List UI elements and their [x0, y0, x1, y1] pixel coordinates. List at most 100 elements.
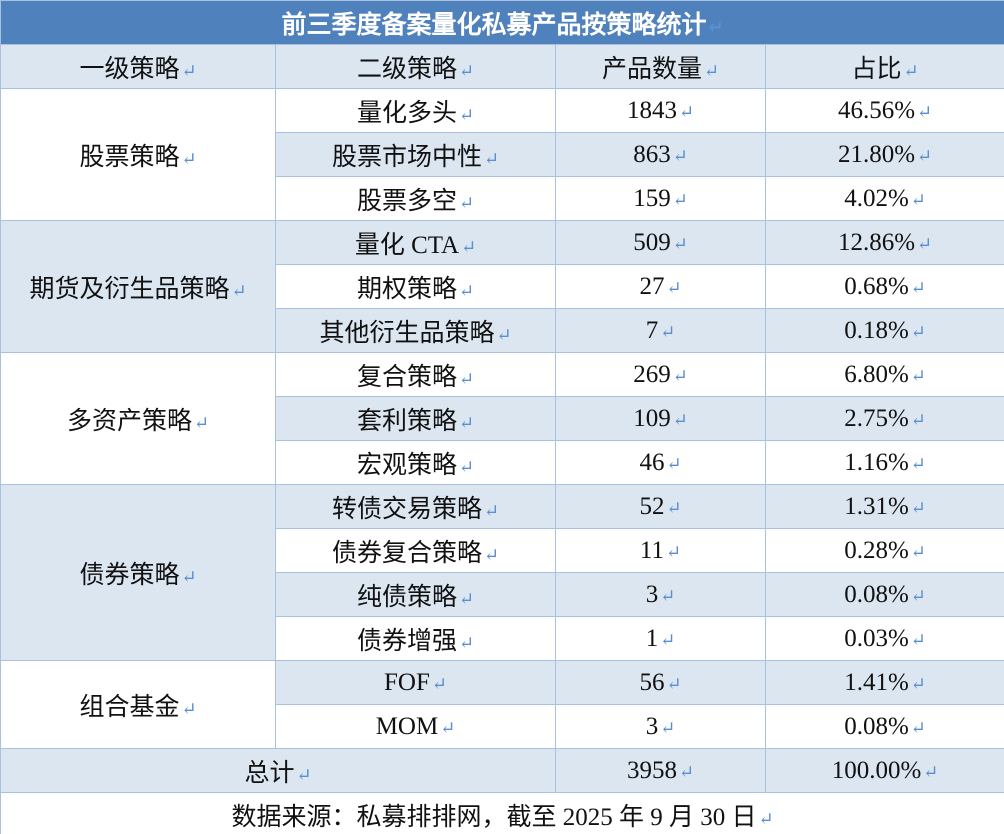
- share-cell: 4.02%: [764, 176, 1004, 221]
- strategy-cell: 债券复合策略: [275, 528, 556, 573]
- total-label-text: 总计: [244, 760, 311, 787]
- strategy-cell-text: FOF: [384, 669, 447, 696]
- count-cell: 56: [555, 660, 766, 705]
- share-cell-text: 2.75%: [844, 405, 926, 432]
- share-cell-text: 1.41%: [844, 669, 926, 696]
- data-row: 股票市场中性 863 21.80%: [1, 132, 1004, 177]
- count-cell-text: 56: [639, 669, 681, 696]
- strategy-cell-text: 其他衍生品策略: [319, 320, 511, 347]
- group-cell-text: 组合基金: [79, 694, 196, 721]
- count-cell: 7: [555, 308, 766, 353]
- total-share-text: 100.00%: [832, 757, 939, 784]
- data-row: 期权策略 27 0.68%: [1, 264, 1004, 309]
- share-cell: 0.03%: [764, 616, 1004, 661]
- count-cell: 11: [555, 528, 766, 573]
- source-text: 数据来源：私募排排网，截至 2025 年 9 月 30 日: [231, 804, 773, 831]
- group-cell-text: 股票策略: [79, 144, 196, 171]
- share-cell-text: 12.86%: [838, 229, 932, 256]
- count-cell-text: 52: [639, 493, 681, 520]
- header-cell: 产品数量: [555, 44, 766, 89]
- strategy-cell: MOM: [275, 704, 556, 749]
- strategy-cell-text: 期权策略: [357, 276, 474, 303]
- share-cell: 1.31%: [764, 484, 1004, 529]
- count-cell: 109: [555, 396, 766, 441]
- strategy-cell: 量化 CTA: [275, 220, 556, 265]
- data-row: 纯债策略 3 0.08%: [1, 572, 1004, 617]
- share-cell: 46.56%: [764, 88, 1004, 133]
- data-row: 套利策略 109 2.75%: [1, 396, 1004, 441]
- data-row: 多资产策略 复合策略 269 6.80%: [0, 352, 1004, 485]
- share-cell: 1.16%: [764, 440, 1004, 485]
- group-cell-text: 债券策略: [79, 562, 196, 589]
- count-cell: 1: [555, 616, 766, 661]
- strategy-cell: 复合策略: [275, 352, 556, 397]
- count-cell-text: 7: [646, 317, 676, 344]
- count-cell-text: 269: [633, 361, 688, 388]
- strategy-cell-text: 纯债策略: [357, 584, 474, 611]
- share-cell-text: 6.80%: [844, 361, 926, 388]
- share-cell: 6.80%: [764, 352, 1004, 397]
- share-cell: 0.08%: [764, 572, 1004, 617]
- count-cell: 863: [555, 132, 766, 177]
- data-row: 组合基金 FOF 56 1.41%: [0, 660, 1004, 749]
- data-row: 期货及衍生品策略 量化 CTA 509 12.86%: [0, 220, 1004, 353]
- count-cell-text: 509: [633, 229, 688, 256]
- count-cell-text: 863: [633, 141, 688, 168]
- header-cell: 一级策略: [0, 44, 276, 89]
- share-cell-text: 0.08%: [844, 581, 926, 608]
- strategy-cell: 股票多空: [275, 176, 556, 221]
- count-cell-text: 46: [639, 449, 681, 476]
- share-cell: 0.68%: [764, 264, 1004, 309]
- total-row: 总计 3958 100.00%: [0, 748, 1004, 793]
- count-cell: 52: [555, 484, 766, 529]
- group-cell-text: 期货及衍生品策略: [29, 276, 246, 303]
- total-count-text: 3958: [627, 757, 694, 784]
- group-cell: 期货及衍生品策略: [0, 220, 276, 353]
- strategy-cell-text: 转债交易策略: [332, 496, 499, 523]
- count-cell-text: 159: [633, 185, 688, 212]
- count-cell-text: 27: [639, 273, 681, 300]
- share-cell: 0.18%: [764, 308, 1004, 353]
- share-cell-text: 4.02%: [844, 185, 926, 212]
- data-row: 债券策略 转债交易策略 52 1.31%: [0, 484, 1004, 661]
- data-row: 宏观策略 46 1.16%: [1, 440, 1004, 485]
- source: 数据来源：私募排排网，截至 2025 年 9 月 30 日: [0, 792, 1004, 834]
- source-row: 数据来源：私募排排网，截至 2025 年 9 月 30 日: [0, 792, 1004, 834]
- strategy-cell-text: 复合策略: [357, 364, 474, 391]
- header-cell-text: 一级策略: [79, 56, 196, 83]
- strategy-cell-text: 量化 CTA: [355, 232, 476, 259]
- data-row: 股票策略 量化多头 1843 46.56%: [0, 88, 1004, 221]
- header-cell-text: 占比: [851, 56, 918, 83]
- strategy-cell: 宏观策略: [275, 440, 556, 485]
- total-share: 100.00%: [764, 748, 1004, 793]
- header-cell-text: 产品数量: [602, 56, 719, 83]
- count-cell: 1843: [555, 88, 766, 133]
- count-cell-text: 1843: [627, 97, 694, 124]
- share-cell-text: 0.08%: [844, 713, 926, 740]
- strategy-cell: FOF: [275, 660, 556, 705]
- share-cell-text: 46.56%: [838, 97, 932, 124]
- strategy-cell-text: 股票市场中性: [332, 144, 499, 171]
- count-cell-text: 11: [640, 537, 681, 564]
- title: 前三季度备案量化私募产品按策略统计: [0, 0, 1004, 45]
- count-cell-text: 3: [646, 581, 676, 608]
- share-cell: 1.41%: [764, 660, 1004, 705]
- title-row: 前三季度备案量化私募产品按策略统计: [0, 0, 1004, 45]
- strategy-cell-text: MOM: [376, 713, 456, 740]
- share-cell: 12.86%: [764, 220, 1004, 265]
- share-cell-text: 0.03%: [844, 625, 926, 652]
- group-cell: 多资产策略: [0, 352, 276, 485]
- strategy-cell-text: 套利策略: [357, 408, 474, 435]
- count-cell-text: 3: [646, 713, 676, 740]
- share-cell-text: 0.28%: [844, 537, 926, 564]
- header-row: 一级策略 二级策略 产品数量 占比: [0, 44, 1004, 89]
- count-cell: 269: [555, 352, 766, 397]
- header-cell: 二级策略: [275, 44, 556, 89]
- count-cell: 3: [555, 704, 766, 749]
- group-cell: 债券策略: [0, 484, 276, 661]
- group-cell: 股票策略: [0, 88, 276, 221]
- share-cell-text: 1.16%: [844, 449, 926, 476]
